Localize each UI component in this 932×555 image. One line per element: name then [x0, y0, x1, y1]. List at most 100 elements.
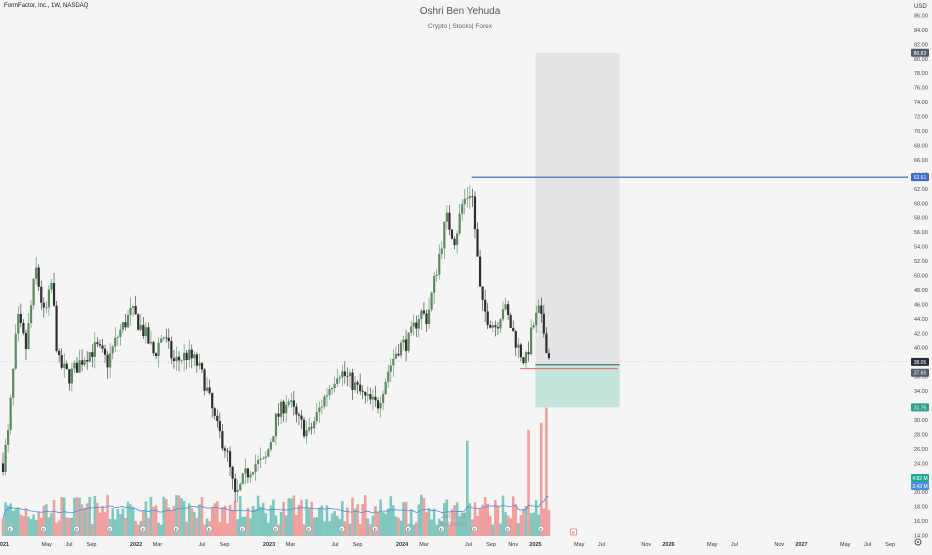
- candle-body: [208, 387, 211, 393]
- price-label-resistance-bg: [911, 173, 929, 182]
- earnings-flag[interactable]: [139, 525, 147, 533]
- x-tick-label: Jul: [198, 542, 205, 548]
- volume-bar: [341, 501, 344, 536]
- earnings-flag[interactable]: [272, 525, 279, 533]
- volume-label-1: 4.82 M: [912, 476, 927, 482]
- settings-gear-icon[interactable]: [912, 537, 924, 547]
- earnings-flag-label: E: [539, 527, 542, 532]
- candle-body: [93, 342, 96, 357]
- volume-bar: [351, 497, 354, 536]
- earnings-flag[interactable]: [537, 525, 545, 533]
- earnings-flag[interactable]: [338, 525, 346, 533]
- earnings-flag[interactable]: [504, 525, 512, 533]
- candle-body: [443, 221, 446, 249]
- x-tick-label: May: [42, 542, 53, 548]
- candle-body: [195, 354, 198, 366]
- volume-bar: [394, 516, 398, 536]
- candle-body: [203, 369, 206, 391]
- volume-bar: [369, 524, 372, 536]
- candle-body: [228, 451, 232, 467]
- candle-body: [24, 333, 28, 349]
- candle-body: [162, 337, 165, 339]
- volume-bar: [101, 506, 104, 536]
- volume-bar: [488, 515, 492, 536]
- candle-body: [292, 400, 295, 407]
- volume-bar: [274, 515, 278, 536]
- volume-bar: [511, 496, 515, 536]
- candle-body: [509, 314, 512, 328]
- volume-bar: [509, 518, 512, 536]
- volume-bar: [129, 504, 132, 536]
- candle-body: [269, 442, 272, 450]
- earnings-flag[interactable]: [106, 525, 114, 533]
- candle-body: [346, 375, 349, 377]
- volume-bar: [499, 523, 502, 536]
- earnings-flag[interactable]: [438, 525, 445, 533]
- candle-body: [223, 448, 227, 451]
- y-tick-label: 42.00: [914, 331, 928, 337]
- x-tick-label: Sep: [885, 542, 895, 548]
- candle-body: [257, 459, 260, 464]
- x-tick-label: Jul: [598, 542, 605, 548]
- volume-bar: [289, 498, 293, 536]
- earnings-flag[interactable]: [371, 525, 379, 533]
- candle-body: [137, 314, 140, 330]
- earnings-flag[interactable]: [6, 525, 14, 533]
- volume-bar: [307, 507, 311, 536]
- candle-body: [142, 324, 145, 337]
- earnings-flag[interactable]: [471, 525, 478, 533]
- volume-bar: [483, 497, 487, 536]
- candle-body: [96, 342, 99, 345]
- volume-bar: [50, 513, 53, 536]
- y-tick-label: 44.00: [914, 317, 928, 323]
- x-tick-label: 2027: [795, 542, 807, 548]
- volume-bar: [215, 501, 219, 536]
- earnings-flag[interactable]: [172, 525, 180, 533]
- x-tick-label: 2025: [529, 542, 541, 548]
- volume-bar: [226, 523, 229, 536]
- volume-bar: [267, 522, 270, 536]
- volume-bar: [325, 505, 329, 536]
- earnings-flag[interactable]: [305, 525, 313, 533]
- candle-body: [476, 229, 479, 257]
- candle-body: [12, 368, 15, 398]
- candle-body: [9, 397, 12, 430]
- watermark-subtitle: Crypto | Stocks| Forex: [427, 23, 493, 30]
- candle-body: [121, 322, 125, 330]
- earnings-flag[interactable]: [205, 525, 213, 533]
- y-tick-label: 34.00: [914, 389, 928, 395]
- y-tick-label: 18.00: [914, 505, 928, 511]
- publish-date: Jan 2025: [440, 514, 466, 520]
- volume-bar: [162, 496, 166, 536]
- upcoming-earnings-flag[interactable]: [570, 528, 577, 536]
- candle-body: [170, 341, 173, 359]
- volume-bar: [134, 520, 137, 536]
- volume-bar: [187, 503, 191, 536]
- volume-bar: [190, 507, 194, 536]
- y-tick-label: 30.00: [914, 418, 928, 424]
- volume-bar: [491, 524, 495, 536]
- y-tick-label: 20.00: [914, 490, 928, 496]
- volume-ma-line: [2, 496, 549, 519]
- candle-body: [149, 342, 153, 344]
- candle-body: [52, 283, 56, 306]
- candle-body: [397, 353, 400, 356]
- earnings-flag[interactable]: [404, 525, 412, 533]
- earnings-flag[interactable]: [239, 525, 246, 533]
- price-label-last-bg: [911, 357, 929, 366]
- candle-body: [343, 371, 346, 376]
- candle-body: [328, 389, 331, 396]
- candle-body: [287, 402, 290, 405]
- y-tick-label: 56.00: [914, 230, 928, 236]
- volume-bar: [213, 503, 217, 536]
- volume-bar: [448, 524, 451, 536]
- earnings-flag[interactable]: [40, 525, 47, 533]
- y-tick-label: 82.00: [914, 42, 928, 48]
- earnings-flag[interactable]: [73, 525, 80, 533]
- candle-body: [478, 256, 482, 287]
- candle-body: [172, 358, 176, 362]
- volume-bar: [374, 506, 377, 536]
- y-tick-label: 46.00: [914, 302, 928, 308]
